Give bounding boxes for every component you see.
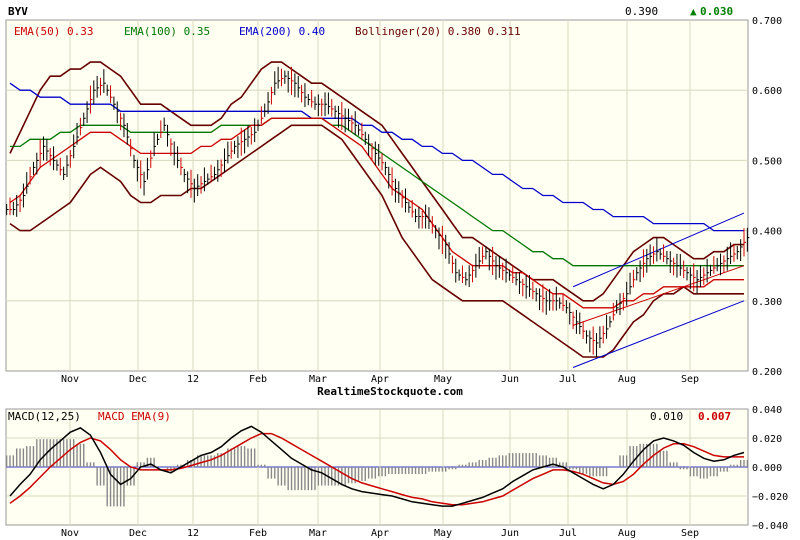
price-axis: 0.700 0.600 0.500 0.400 0.300 0.200 (752, 16, 782, 378)
price-series (9, 61, 745, 368)
macd-y-tick-label: 0.020 (752, 434, 782, 445)
x-tick-label: Jul (559, 374, 577, 385)
legend-ema50: EMA(50) 0.33 (14, 25, 93, 38)
chart-ticker: BYV (8, 5, 28, 18)
y-tick-label: 0.400 (752, 227, 782, 238)
macd-value: 0.010 (650, 410, 683, 423)
price-grid (6, 20, 748, 371)
macd-x-tick-label: Nov (61, 528, 79, 539)
macd-x-tick-label: Dec (129, 528, 147, 539)
price-x-axis: Nov Dec 12 Feb Mar Apr May Jun Jul Aug Sep (61, 374, 699, 385)
macd-grid (6, 409, 748, 525)
trend-channel-lower (572, 300, 745, 368)
macd-title: MACD(12,25) (8, 410, 81, 423)
last-price: 0.390 (625, 5, 658, 18)
price-panel (5, 19, 749, 372)
trend-channel-upper (572, 212, 745, 288)
x-tick-label: Feb (249, 374, 267, 385)
signal-value: 0.007 (698, 410, 731, 423)
macd-signal-label: MACD EMA(9) (98, 410, 171, 423)
legend-ema200: EMA(200) 0.40 (239, 25, 325, 38)
price-bars (6, 66, 750, 357)
macd-series (9, 425, 745, 507)
x-tick-label: Nov (61, 374, 79, 385)
macd-y-tick-label: 0.040 (752, 405, 782, 416)
macd-histogram (5, 439, 749, 507)
macd-x-tick-label: Jul (559, 528, 577, 539)
macd-y-tick-label: 0.000 (752, 463, 782, 474)
y-tick-label: 0.700 (752, 16, 782, 27)
bollinger-lower-line (9, 124, 744, 358)
legend-ema100: EMA(100) 0.35 (124, 25, 210, 38)
ema50-line (9, 117, 744, 309)
x-tick-label: Dec (129, 374, 147, 385)
macd-signal-line (9, 432, 744, 506)
macd-x-tick-label: Feb (249, 528, 267, 539)
macd-y-tick-label: −0.040 (752, 521, 788, 532)
y-tick-label: 0.200 (752, 367, 782, 378)
watermark: RealtimeStockquote.com (317, 385, 463, 398)
ema200-line (9, 82, 744, 232)
macd-x-tick-label: Aug (618, 528, 636, 539)
bollinger-upper-line (9, 61, 744, 302)
macd-x-tick-label: Sep (681, 528, 699, 539)
macd-x-tick-label: Jun (501, 528, 519, 539)
price-legend: EMA(50) 0.33 EMA(100) 0.35 EMA(200) 0.40… (14, 25, 521, 38)
x-tick-label: 12 (187, 374, 199, 385)
x-tick-label: May (434, 374, 452, 385)
y-tick-label: 0.500 (752, 156, 782, 167)
macd-x-tick-label: May (434, 528, 452, 539)
x-tick-label: Sep (681, 374, 699, 385)
macd-line (9, 425, 745, 507)
change-arrow-icon: ▲ (690, 5, 697, 18)
macd-x-axis: Nov Dec 12 Feb Mar Apr May Jun Jul Aug Sep (61, 528, 699, 539)
price-change: 0.030 (700, 5, 733, 18)
macd-x-tick-label: 12 (187, 528, 199, 539)
trend-channel-mid (572, 265, 745, 326)
macd-axis: 0.040 0.020 0.000 −0.020 −0.040 (752, 405, 788, 532)
macd-x-tick-label: Apr (371, 528, 389, 539)
y-tick-label: 0.600 (752, 86, 782, 97)
x-tick-label: Jun (501, 374, 519, 385)
y-tick-label: 0.300 (752, 297, 782, 308)
x-tick-label: Apr (371, 374, 389, 385)
x-tick-label: Mar (309, 374, 327, 385)
macd-x-tick-label: Mar (309, 528, 327, 539)
x-tick-label: Aug (618, 374, 636, 385)
legend-bollinger: Bollinger(20) 0.380 0.311 (355, 25, 521, 38)
macd-y-tick-label: −0.020 (752, 492, 788, 503)
